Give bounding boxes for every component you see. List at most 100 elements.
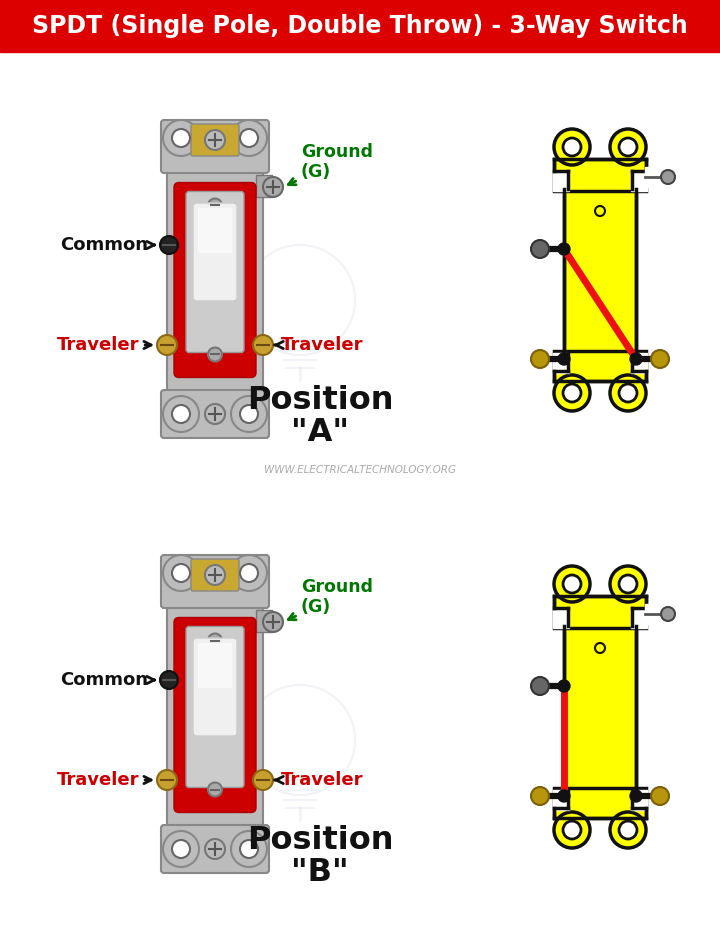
Text: SPDT (Single Pole, Double Throw) - 3-Way Switch: SPDT (Single Pole, Double Throw) - 3-Way… bbox=[32, 14, 688, 38]
FancyBboxPatch shape bbox=[167, 151, 263, 409]
FancyBboxPatch shape bbox=[198, 208, 232, 253]
FancyBboxPatch shape bbox=[193, 638, 237, 736]
Bar bbox=[631, 608, 647, 628]
Text: "B": "B" bbox=[291, 857, 348, 887]
Circle shape bbox=[661, 607, 675, 621]
FancyBboxPatch shape bbox=[161, 390, 269, 438]
Circle shape bbox=[163, 555, 199, 591]
Circle shape bbox=[205, 404, 225, 424]
FancyBboxPatch shape bbox=[174, 182, 256, 378]
Circle shape bbox=[531, 677, 549, 695]
Circle shape bbox=[595, 643, 605, 653]
Text: "A": "A" bbox=[291, 417, 349, 447]
Circle shape bbox=[208, 348, 222, 362]
Circle shape bbox=[208, 198, 222, 212]
Circle shape bbox=[160, 671, 178, 689]
Circle shape bbox=[205, 130, 225, 150]
Text: Ground
(G): Ground (G) bbox=[288, 578, 373, 619]
Circle shape bbox=[651, 787, 669, 805]
Circle shape bbox=[231, 555, 267, 591]
Text: Position: Position bbox=[247, 384, 393, 416]
Circle shape bbox=[263, 612, 283, 632]
Circle shape bbox=[554, 375, 590, 411]
Circle shape bbox=[558, 243, 570, 255]
Text: Traveler: Traveler bbox=[275, 771, 364, 789]
Circle shape bbox=[240, 564, 258, 582]
Circle shape bbox=[531, 240, 549, 258]
Circle shape bbox=[651, 350, 669, 368]
Circle shape bbox=[630, 353, 642, 365]
Circle shape bbox=[253, 770, 273, 790]
Circle shape bbox=[619, 384, 637, 402]
Circle shape bbox=[231, 831, 267, 867]
Circle shape bbox=[630, 790, 642, 802]
Text: Traveler: Traveler bbox=[57, 336, 151, 354]
Text: Common: Common bbox=[60, 236, 155, 254]
Circle shape bbox=[610, 812, 646, 848]
Circle shape bbox=[231, 396, 267, 432]
FancyBboxPatch shape bbox=[193, 203, 237, 301]
Circle shape bbox=[563, 575, 581, 593]
Circle shape bbox=[619, 138, 637, 156]
FancyBboxPatch shape bbox=[161, 120, 269, 173]
Circle shape bbox=[563, 138, 581, 156]
Circle shape bbox=[172, 564, 190, 582]
Bar bbox=[553, 790, 569, 810]
Circle shape bbox=[263, 177, 283, 197]
Circle shape bbox=[563, 821, 581, 839]
Circle shape bbox=[160, 236, 178, 254]
Circle shape bbox=[172, 129, 190, 147]
Bar bbox=[554, 596, 646, 628]
Circle shape bbox=[163, 396, 199, 432]
Bar bbox=[554, 788, 646, 818]
FancyBboxPatch shape bbox=[191, 124, 239, 156]
FancyBboxPatch shape bbox=[191, 559, 239, 591]
FancyBboxPatch shape bbox=[167, 586, 263, 844]
Circle shape bbox=[554, 566, 590, 602]
Bar bbox=[0, 0, 720, 52]
Bar bbox=[631, 353, 647, 373]
Bar bbox=[553, 171, 569, 191]
Circle shape bbox=[157, 335, 177, 355]
FancyBboxPatch shape bbox=[161, 555, 269, 608]
Circle shape bbox=[157, 770, 177, 790]
Bar bbox=[645, 604, 667, 624]
Circle shape bbox=[619, 575, 637, 593]
Bar bbox=[645, 167, 667, 187]
Circle shape bbox=[163, 120, 199, 156]
Circle shape bbox=[661, 170, 675, 184]
Bar bbox=[554, 159, 646, 191]
Circle shape bbox=[163, 831, 199, 867]
Circle shape bbox=[558, 353, 570, 365]
Circle shape bbox=[610, 375, 646, 411]
Circle shape bbox=[554, 812, 590, 848]
Circle shape bbox=[619, 821, 637, 839]
Text: Ground
(G): Ground (G) bbox=[288, 142, 373, 185]
Text: WWW.ELECTRICALTECHNOLOGY.ORG: WWW.ELECTRICALTECHNOLOGY.ORG bbox=[264, 465, 456, 475]
Circle shape bbox=[172, 840, 190, 858]
Circle shape bbox=[205, 565, 225, 585]
Bar bbox=[553, 608, 569, 628]
Circle shape bbox=[610, 566, 646, 602]
Circle shape bbox=[253, 335, 273, 355]
FancyBboxPatch shape bbox=[186, 627, 244, 788]
FancyBboxPatch shape bbox=[174, 618, 256, 813]
Circle shape bbox=[563, 384, 581, 402]
Bar bbox=[564, 626, 636, 790]
FancyBboxPatch shape bbox=[161, 825, 269, 873]
FancyBboxPatch shape bbox=[198, 643, 232, 688]
Circle shape bbox=[205, 839, 225, 859]
Circle shape bbox=[208, 782, 222, 796]
Bar bbox=[631, 171, 647, 191]
Bar bbox=[554, 351, 646, 381]
Circle shape bbox=[558, 680, 570, 692]
Circle shape bbox=[208, 633, 222, 647]
FancyBboxPatch shape bbox=[186, 192, 244, 352]
Circle shape bbox=[240, 405, 258, 423]
Bar bbox=[256, 175, 272, 197]
Bar bbox=[256, 610, 272, 632]
Circle shape bbox=[531, 350, 549, 368]
Bar bbox=[553, 353, 569, 373]
Circle shape bbox=[558, 790, 570, 802]
Circle shape bbox=[595, 206, 605, 216]
